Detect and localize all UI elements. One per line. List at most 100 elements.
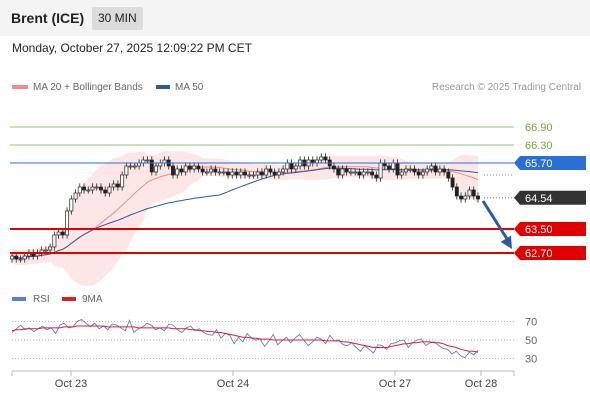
- legend-swatch-ma50: [156, 85, 170, 89]
- candle-body: [214, 169, 217, 172]
- level-tag-text: 64.54: [525, 193, 553, 205]
- candle-body: [248, 175, 251, 176]
- legend-label-ma50: MA 50: [175, 82, 204, 93]
- candle-body: [404, 169, 407, 172]
- candle-body: [112, 184, 115, 187]
- candle-body: [434, 166, 437, 172]
- candle-body: [210, 169, 213, 172]
- candle-body: [366, 172, 369, 173]
- candle-body: [430, 166, 433, 169]
- rsi-line: [12, 320, 478, 358]
- candle-body: [87, 190, 90, 191]
- candle-body: [387, 166, 390, 169]
- candle-body: [362, 172, 365, 175]
- candle-body: [116, 184, 119, 187]
- candle-body: [243, 172, 246, 175]
- candle-body: [10, 256, 13, 259]
- candle-body: [53, 235, 56, 247]
- candle-body: [197, 166, 200, 169]
- candle-body: [104, 190, 107, 193]
- candle-body: [78, 187, 81, 193]
- candle-body: [409, 169, 412, 170]
- candle-body: [443, 169, 446, 172]
- candle-body: [417, 172, 420, 175]
- candle-body: [358, 172, 361, 175]
- candle-body: [277, 172, 280, 175]
- candle: [65, 207, 68, 238]
- candle-body: [286, 163, 289, 169]
- level-tag-support: 63.50: [514, 222, 586, 236]
- candle-body: [472, 190, 475, 196]
- rsi-tick-label: 30: [525, 354, 537, 366]
- candle-body: [108, 187, 111, 193]
- candle-body: [476, 196, 479, 199]
- candle-body: [370, 172, 373, 175]
- candle-body: [91, 187, 94, 190]
- candle: [459, 192, 462, 202]
- legend-label-9ma: 9MA: [82, 294, 103, 305]
- level-tag-text: 62.70: [525, 248, 553, 260]
- candle-body: [201, 169, 204, 172]
- candle-body: [222, 172, 225, 173]
- rsi-tick-label: 50: [525, 335, 537, 347]
- candle-body: [231, 172, 234, 175]
- x-tick-label: Oct 27: [379, 378, 411, 390]
- candle-body: [239, 172, 242, 175]
- candle-body: [184, 166, 187, 172]
- candle-body: [74, 193, 77, 199]
- x-tick-label: Oct 23: [55, 378, 87, 390]
- legend-swatch-ma20: [12, 85, 28, 89]
- candle-body: [70, 199, 73, 211]
- level-tag-last: 64.54: [514, 191, 586, 205]
- candle-body: [468, 190, 471, 196]
- candle-body: [19, 259, 22, 260]
- candle-body: [459, 196, 462, 199]
- candle-body: [396, 163, 399, 175]
- candle-body: [125, 166, 128, 175]
- candle-body: [61, 232, 64, 235]
- candle-body: [252, 175, 255, 176]
- candle-body: [154, 166, 157, 172]
- candle-body: [451, 178, 454, 187]
- candle-body: [146, 160, 149, 161]
- candle-body: [171, 166, 174, 175]
- candle-body: [95, 187, 98, 188]
- candle-body: [226, 172, 229, 175]
- legend-swatch-rsi: [12, 297, 26, 301]
- candle-body: [265, 169, 268, 175]
- candle-body: [400, 172, 403, 175]
- level-tag-support: 62.70: [514, 246, 586, 260]
- candle-body: [341, 169, 344, 175]
- candle-body: [121, 175, 124, 187]
- x-tick-label: Oct 28: [465, 378, 497, 390]
- candle-body: [205, 172, 208, 173]
- level-tag-text: 65.70: [525, 158, 553, 170]
- candle-body: [57, 232, 60, 235]
- level-tag-text: 66.30: [525, 140, 553, 152]
- candle-body: [23, 256, 26, 259]
- candle-body: [354, 172, 357, 173]
- candle-body: [426, 169, 429, 172]
- candle-body: [294, 166, 297, 169]
- candle-body: [176, 169, 179, 175]
- legend-label-rsi: RSI: [33, 294, 50, 305]
- candle-body: [15, 256, 18, 259]
- candle-body: [337, 169, 340, 175]
- x-tick-label: Oct 24: [217, 378, 249, 390]
- candle-body: [324, 157, 327, 160]
- candle-body: [218, 172, 221, 173]
- candle-body: [44, 250, 47, 251]
- level-tag-text: 63.50: [525, 224, 553, 236]
- candle-body: [282, 169, 285, 172]
- candle-body: [320, 157, 323, 160]
- candle-body: [332, 166, 335, 169]
- candle-body: [273, 172, 276, 175]
- direction-arrow-shaft: [483, 201, 509, 242]
- research-credit: Research © 2025 Trading Central: [432, 82, 581, 93]
- level-tag-resistance: 66.30: [525, 140, 553, 152]
- candle-body: [188, 166, 191, 169]
- candle-body: [99, 187, 102, 190]
- candle-body: [290, 163, 293, 169]
- legend-label-ma20: MA 20 + Bollinger Bands: [33, 82, 143, 93]
